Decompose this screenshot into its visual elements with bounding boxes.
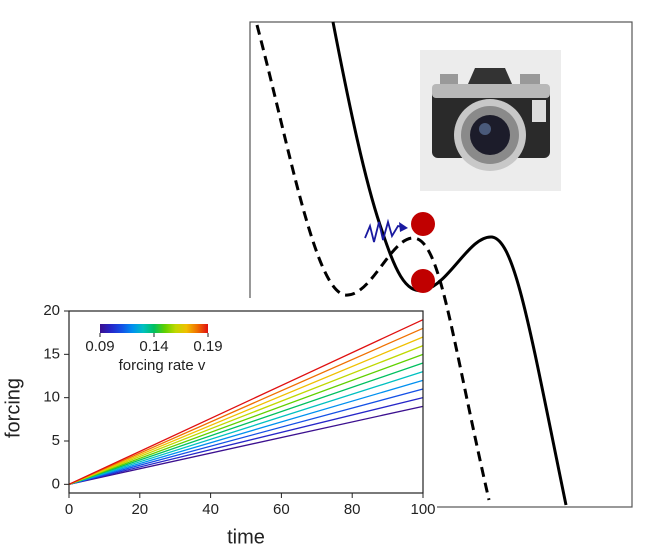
y-tick-label: 5: [52, 432, 60, 449]
camera-image: [420, 50, 561, 191]
x-tick-label: 40: [202, 501, 219, 518]
arrow-head: [399, 222, 408, 232]
forcing-line: [68, 362, 424, 485]
x-tick-label: 60: [273, 501, 290, 518]
y-tick-label: 15: [43, 345, 60, 362]
forcing-line: [68, 319, 424, 485]
y-tick-label: 0: [52, 475, 60, 492]
forcing-line: [68, 327, 424, 485]
ball: [411, 212, 435, 236]
y-tick-label: 10: [43, 389, 60, 406]
x-axis-label: time: [227, 526, 265, 548]
colorbar: [100, 324, 208, 333]
forcing-line: [68, 353, 424, 485]
noise-arrow: [364, 218, 407, 243]
axes-frame: [68, 310, 424, 494]
forcing-line: [68, 388, 424, 485]
x-tick-label: 100: [410, 501, 435, 518]
colorbar-tick-label: 0.09: [85, 338, 114, 355]
forcing-line: [68, 345, 424, 485]
colorbar-tick-label: 0.19: [193, 338, 222, 355]
forcing-line: [68, 379, 424, 485]
forcing-line: [68, 405, 424, 485]
panel-frame: [249, 21, 633, 508]
inset-chart: 0 20 40 60 80 100 0 5 10 15 20: [43, 302, 435, 518]
x-tick-label: 20: [131, 501, 148, 518]
ball: [411, 269, 435, 293]
colorbar-tick-label: 0.14: [139, 338, 168, 355]
potential-curve-dashed: [255, 24, 491, 501]
forcing-line: [68, 397, 424, 485]
colorbar-label: forcing rate v: [119, 357, 206, 374]
forcing-line: [68, 336, 424, 485]
forcing-line: [68, 371, 424, 485]
y-tick-label: 20: [43, 302, 60, 319]
inset-background: [0, 298, 437, 555]
y-axis-label: forcing: [2, 378, 24, 438]
x-tick-label: 0: [65, 501, 73, 518]
x-tick-label: 80: [344, 501, 361, 518]
